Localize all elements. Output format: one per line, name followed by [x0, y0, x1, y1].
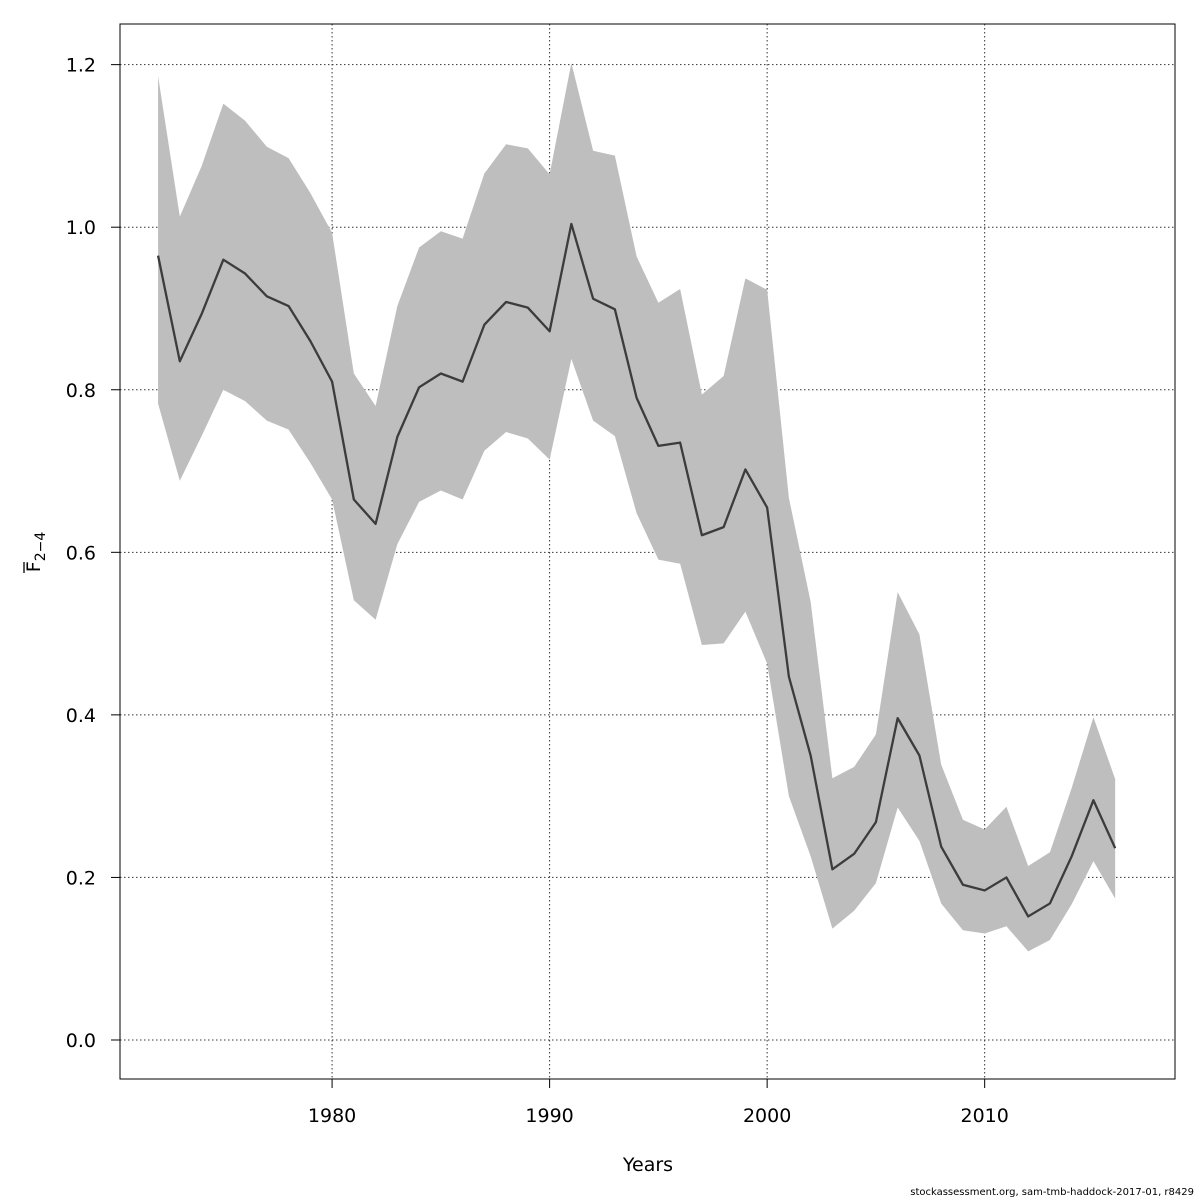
confidence-band — [158, 63, 1116, 952]
y-tick-label-1.0: 1.0 — [66, 217, 96, 239]
x-tick-label-2010: 2010 — [960, 1105, 1008, 1127]
x-tick-label-2000: 2000 — [743, 1105, 791, 1127]
y-tick-label-1.2: 1.2 — [66, 55, 96, 77]
y-axis-title-main: F — [23, 561, 45, 572]
x-tick-label-1980: 1980 — [308, 1105, 356, 1127]
x-axis-title: Years — [622, 1154, 673, 1176]
y-axis-title-sub: 2−4 — [33, 532, 49, 562]
svg-text:F2−4: F2−4 — [23, 532, 49, 573]
confidence-band-layer — [158, 63, 1116, 952]
axis-layer: 1980 1990 2000 2010 0.0 0.2 0.4 0.6 0.8 1.0 1.2 — [66, 55, 1009, 1127]
series-line — [156, 222, 1117, 918]
x-tick-label-1990: 1990 — [525, 1105, 573, 1127]
footer-credit: stockassessment.org, sam-tmb-haddock-201… — [910, 1187, 1194, 1198]
series-line-layer — [156, 222, 1117, 918]
plot-frame — [119, 23, 1176, 1080]
y-tick-label-0.8: 0.8 — [66, 380, 96, 402]
y-tick-label-0.2: 0.2 — [66, 867, 96, 889]
y-tick-label-0.6: 0.6 — [66, 542, 96, 564]
y-tick-label-0.4: 0.4 — [66, 705, 96, 727]
y-tick-label-0.0: 0.0 — [66, 1030, 96, 1052]
y-axis-title: F2−4 — [23, 532, 49, 573]
